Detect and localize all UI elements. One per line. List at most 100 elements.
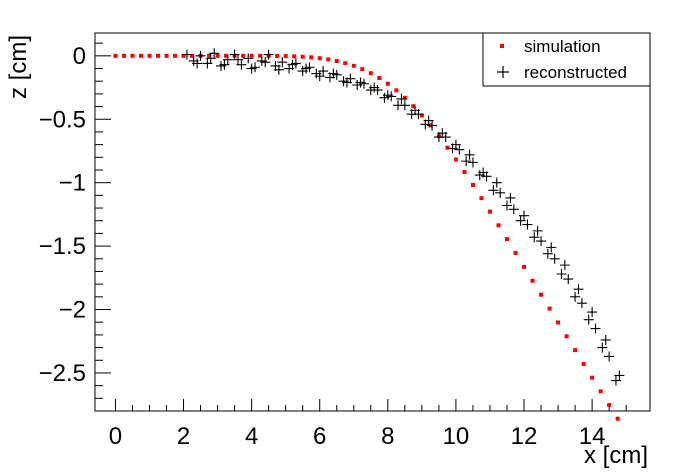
simulation-point (300, 54, 305, 59)
simulation-point (147, 53, 152, 58)
reconstructed-point (369, 82, 380, 93)
x-tick-label: 0 (109, 423, 122, 450)
y-tick-label: −1.5 (39, 233, 86, 260)
reconstructed-point (301, 63, 312, 74)
reconstructed-point (570, 291, 581, 302)
reconstructed-point (508, 204, 519, 215)
reconstructed-point (597, 342, 608, 353)
reconstructed-point (437, 128, 448, 139)
reconstructed-point (423, 115, 434, 126)
reconstructed-point (236, 59, 247, 70)
simulation-point (215, 53, 220, 58)
reconstructed-point (491, 177, 502, 188)
simulation-point (181, 53, 186, 58)
plot-frame (94, 32, 651, 412)
reconstructed-point (318, 66, 329, 77)
reconstructed-point (355, 77, 366, 88)
reconstructed-point (488, 185, 499, 196)
reconstructed-point (590, 323, 601, 334)
reconstructed-point (222, 54, 233, 65)
reconstructed-point (205, 53, 216, 64)
simulation-point (292, 54, 297, 59)
simulation-point (522, 264, 527, 269)
simulation-point (513, 250, 518, 255)
reconstructed-point (454, 144, 465, 155)
reconstructed-point (209, 48, 220, 59)
reconstructed-point (495, 187, 506, 198)
reconstructed-point (467, 157, 478, 168)
simulation-point (402, 95, 407, 100)
simulation-point (487, 209, 492, 214)
reconstructed-point (181, 49, 192, 60)
y-tick-label: −0.5 (39, 106, 86, 133)
y-axis-label: z [cm] (5, 35, 32, 99)
simulation-point (309, 55, 314, 60)
reconstructed-point (461, 156, 472, 167)
x-tick-label: 6 (313, 423, 326, 450)
simulation-point (573, 348, 578, 353)
x-axis-label: x [cm] (584, 442, 648, 469)
simulation-point (453, 157, 458, 162)
legend-label-simulation: simulation (524, 37, 601, 56)
reconstructed-point (396, 93, 407, 104)
reconstructed-point (427, 120, 438, 131)
simulation-point (556, 320, 561, 325)
reconstructed-point (519, 210, 530, 221)
x-tick-label: 4 (245, 423, 258, 450)
legend-box (482, 32, 651, 87)
reconstructed-point (610, 375, 621, 386)
x-tick-label: 12 (511, 423, 538, 450)
reconstructed-point (328, 68, 339, 79)
reconstructed-point (192, 58, 203, 69)
reconstructed-point (532, 225, 543, 236)
reconstructed-point (233, 54, 244, 65)
simulation-point (607, 403, 612, 408)
y-tick-label: −2 (59, 297, 86, 324)
x-tick-label: 2 (177, 423, 190, 450)
reconstructed-point (287, 59, 298, 70)
reconstructed-point (522, 219, 533, 230)
simulation-point (275, 53, 280, 58)
simulation-point (411, 104, 416, 109)
reconstructed-point (382, 90, 393, 101)
simulation-point (479, 196, 484, 201)
y-axis: 0 −0.5 −1 −1.5 −2 −2.5 (39, 42, 111, 399)
reconstructed-point (202, 58, 213, 69)
simulation-point (394, 88, 399, 93)
simulation-point (419, 113, 424, 118)
y-tick-label: −2.5 (39, 360, 86, 387)
reconstructed-point (399, 100, 410, 111)
simulation-point (343, 61, 348, 66)
reconstructed-point (587, 307, 598, 318)
reconstructed-point (542, 248, 553, 259)
simulation-point (207, 53, 212, 58)
reconstructed-point (501, 200, 512, 211)
simulation-point (351, 63, 356, 68)
simulation-point (164, 53, 169, 58)
simulation-point (138, 53, 143, 58)
y-tick-label: 0 (73, 43, 86, 70)
series-layer (113, 48, 625, 421)
simulation-point (598, 389, 603, 394)
reconstructed-point (243, 53, 254, 64)
reconstructed-point (556, 269, 567, 280)
simulation-point (581, 361, 586, 366)
simulation-point (615, 416, 620, 421)
simulation-point (470, 182, 475, 187)
simulation-point (564, 334, 569, 339)
simulation-point (547, 306, 552, 311)
simulation-point (504, 237, 509, 242)
reconstructed-point (277, 57, 288, 68)
reconstructed-point (246, 63, 257, 74)
reconstructed-point (604, 351, 615, 362)
simulation-point (283, 54, 288, 59)
x-axis: 0 2 4 6 8 10 12 14 (109, 399, 627, 450)
reconstructed-point (410, 105, 421, 116)
reconstructed-point (576, 298, 587, 309)
simulation-point (130, 53, 135, 58)
simulation-point (224, 53, 229, 58)
reconstructed-point (195, 50, 206, 61)
simulation-point (113, 53, 118, 58)
simulation-point (445, 145, 450, 150)
